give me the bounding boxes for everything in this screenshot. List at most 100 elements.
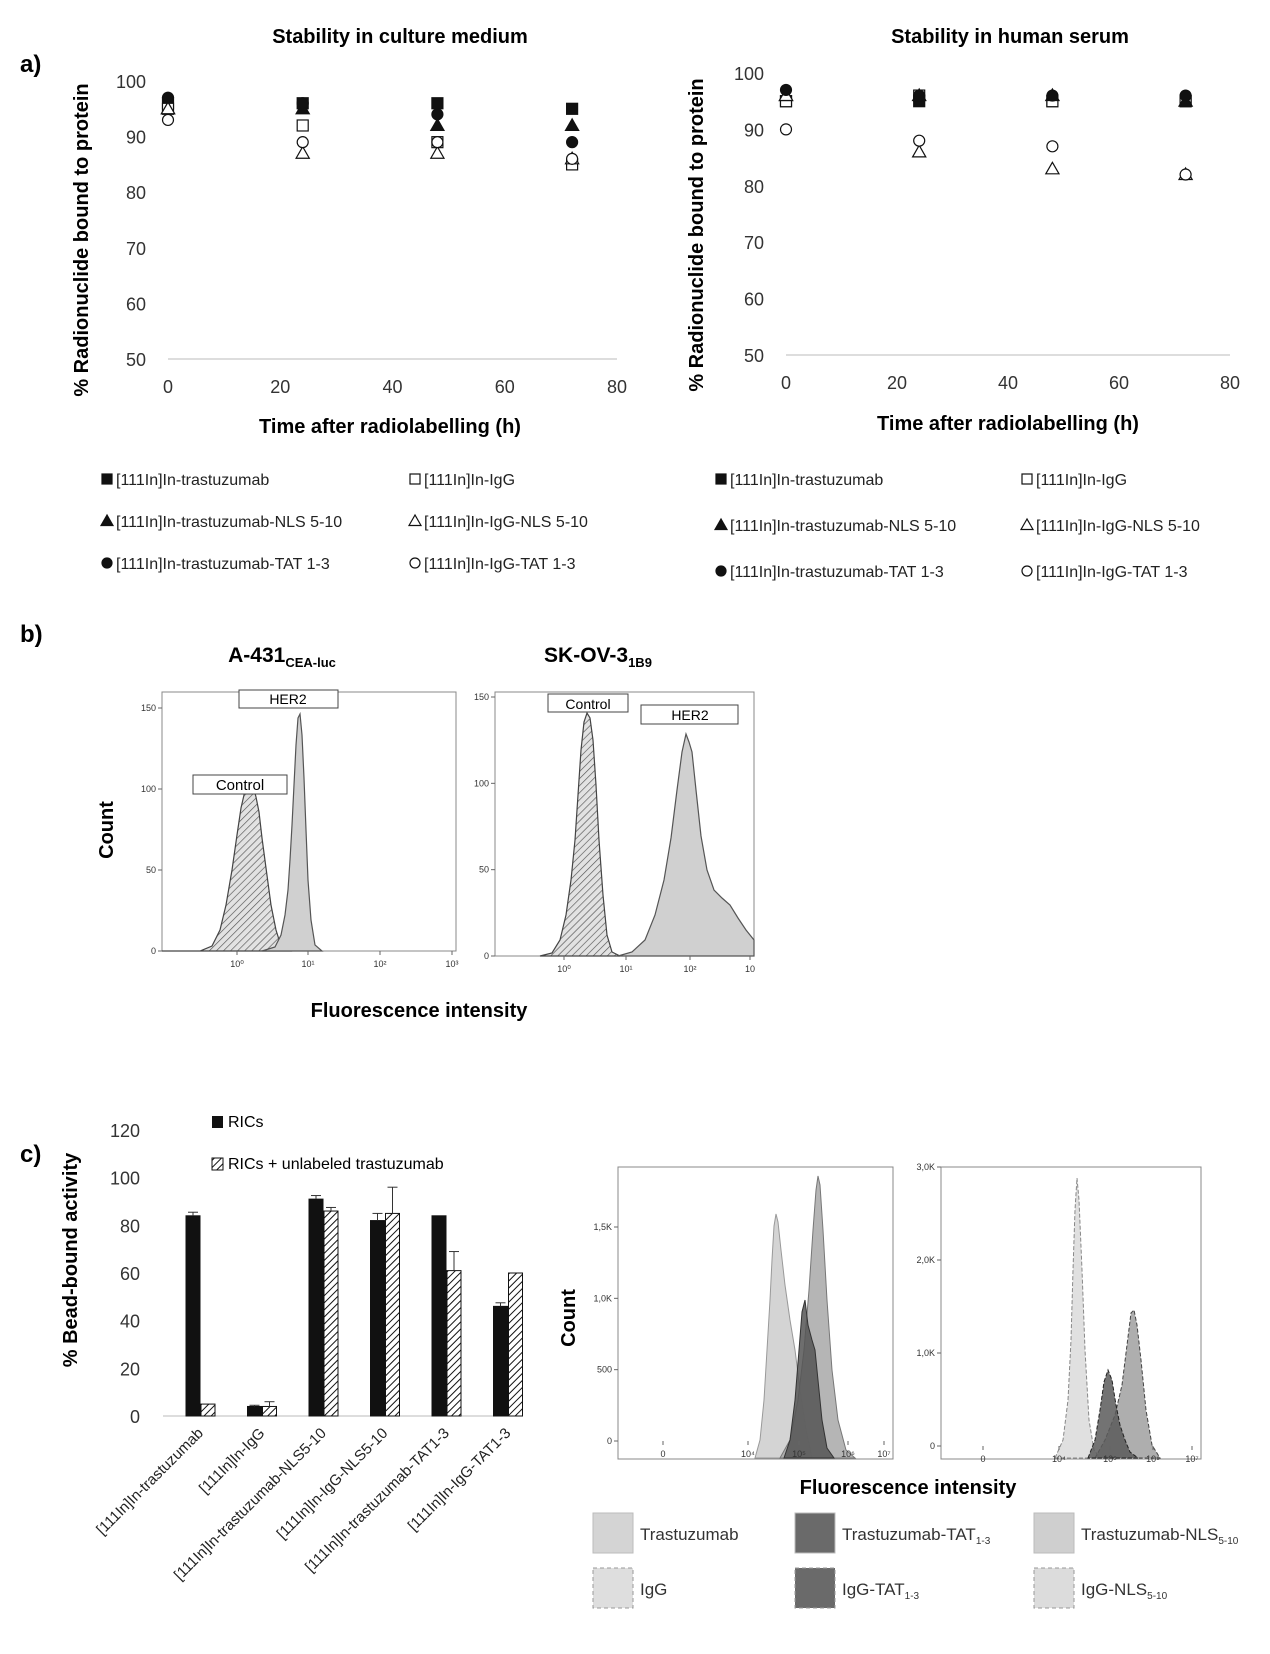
y-tick-label: 1,0K (916, 1348, 935, 1358)
histogram-a431: A-431CEA-luc Control HER2 0 50 100 150 10⁰ 10… (141, 644, 459, 969)
y-tick-label: 100 (110, 1169, 140, 1189)
y-tick-label: 0 (130, 1407, 140, 1427)
x-tick-label: 10⁵ (1103, 1454, 1117, 1464)
legend-label: [111In]In-trastuzumab (116, 472, 269, 489)
legend-label-rics-unlabeled: RICs + unlabeled trastuzumab (228, 1156, 444, 1173)
data-point (779, 83, 793, 97)
data-point (565, 102, 579, 115)
legend-label: [111In]In-trastuzumab-TAT 1-3 (730, 564, 944, 581)
legend-marker (409, 557, 421, 569)
y-tick-label: 100 (141, 784, 156, 794)
data-point (913, 89, 926, 102)
x-tick-label: 10² (373, 959, 386, 969)
plot-frame (940, 1166, 1202, 1460)
her2-histogram (261, 711, 324, 952)
legend-marker (715, 565, 727, 577)
legend-swatch (794, 1567, 836, 1609)
y-tick-label: 500 (597, 1365, 612, 1375)
legend-label: [111In]In-IgG-TAT 1-3 (424, 556, 576, 573)
bar (385, 1212, 400, 1417)
x-tick-label: 0 (163, 377, 173, 397)
y-tick-label: 60 (120, 1264, 140, 1284)
legend-swatch (794, 1512, 836, 1554)
x-tick-label: 40 (998, 373, 1018, 393)
y-axis-label: % Bead-bound activity (60, 1152, 82, 1367)
panel-label-a: a) (20, 51, 41, 78)
data-point (161, 91, 175, 104)
flow-legend: Trastuzumab Trastuzumab-TAT1-3 Trastuzumab… (592, 1512, 1239, 1609)
y-tick-label: 1,0K (593, 1293, 612, 1303)
x-tick-label: 80 (607, 377, 627, 397)
trastuzumab-tat-histogram (783, 1299, 835, 1459)
legend-label-rics: RICs (228, 1114, 264, 1131)
x-tick-label: 10¹ (619, 964, 632, 974)
x-tick-label: 10⁴ (741, 1449, 755, 1459)
data-point (429, 145, 446, 159)
y-tick-label: 150 (474, 692, 489, 702)
y-tick-label: 0 (930, 1441, 935, 1451)
y-tick-label: 50 (146, 865, 156, 875)
y-tick-label: 150 (141, 703, 156, 713)
igg-tat-histogram (1087, 1368, 1140, 1459)
x-axis-label: Time after radiolabelling (h) (259, 416, 521, 438)
legend-swatch-rics-unlabeled (211, 1157, 224, 1171)
legend-label: [111In]In-IgG (424, 472, 515, 489)
x-tick-label: 10³ (445, 959, 458, 969)
x-tick-label: 80 (1220, 373, 1240, 393)
y-tick-label: 40 (120, 1312, 140, 1332)
legend-marker (713, 517, 729, 531)
data-point (1179, 168, 1192, 181)
stability-culture-chart: Stability in culture medium % Radionucli… (71, 26, 627, 438)
legend-label: IgG-NLS5-10 (1081, 1580, 1168, 1602)
x-tick-label: 10⁶ (841, 1449, 855, 1459)
bar (308, 1198, 324, 1417)
her2-label: HER2 (671, 707, 709, 723)
x-tick-label: 10⁷ (1185, 1454, 1198, 1464)
data-point (429, 117, 446, 132)
her2-label: HER2 (269, 691, 307, 707)
bar (247, 1405, 262, 1417)
legend-swatch (1033, 1567, 1075, 1609)
legend-marker (1021, 473, 1033, 485)
y-tick-label: 100 (474, 778, 489, 788)
y-tick-label: 90 (744, 120, 764, 140)
legend-marker (409, 473, 421, 485)
x-tick-label: 40 (382, 377, 402, 397)
data-point (296, 97, 309, 110)
y-tick-label: 0 (484, 951, 489, 961)
y-tick-label: 70 (744, 233, 764, 253)
data-point (295, 145, 311, 159)
data-point (431, 97, 444, 110)
x-axis-label: Fluorescence intensity (311, 1000, 529, 1022)
x-tick-label: 0 (660, 1449, 665, 1459)
x-tick-label: 60 (1109, 373, 1129, 393)
data-point (160, 100, 176, 115)
category-label: [111In]In-IgG-TAT1-3 (405, 1425, 515, 1535)
y-tick-label: 60 (744, 290, 764, 310)
legend-swatch (592, 1512, 634, 1554)
y-tick-label: 50 (126, 350, 146, 370)
x-tick-label: 20 (270, 377, 290, 397)
histogram-title: A-431CEA-luc (228, 644, 336, 670)
legend-marker (101, 557, 113, 569)
legend-label: [111In]In-trastuzumab (730, 472, 883, 489)
data-point (565, 152, 579, 165)
data-point (431, 108, 444, 121)
y-tick-label: 120 (110, 1121, 140, 1141)
bar (200, 1403, 216, 1417)
legend-swatch (1033, 1512, 1075, 1554)
bar (185, 1215, 201, 1417)
legend-serum: [111In]In-trastuzumab [111In]In-IgG [111In… (713, 472, 1200, 581)
legend-label: [111In]In-IgG (1036, 472, 1127, 489)
flow-histogram-trastuzumab: 0 500 1,0K 1,5K 0 10⁴ 10⁵ 10⁶ 10⁷ (593, 1166, 894, 1460)
bar (370, 1220, 385, 1417)
x-tick-label: 0 (781, 373, 791, 393)
x-tick-label: 60 (495, 377, 515, 397)
y-tick-label: 1,5K (593, 1222, 612, 1232)
data-point (565, 136, 579, 149)
legend-label: IgG-TAT1-3 (842, 1580, 920, 1602)
x-tick-label: 10⁰ (230, 959, 244, 969)
y-axis-label: Count (558, 1289, 580, 1347)
legend-culture: [111In]In-trastuzumab [111In]In-IgG [111In… (99, 472, 588, 573)
